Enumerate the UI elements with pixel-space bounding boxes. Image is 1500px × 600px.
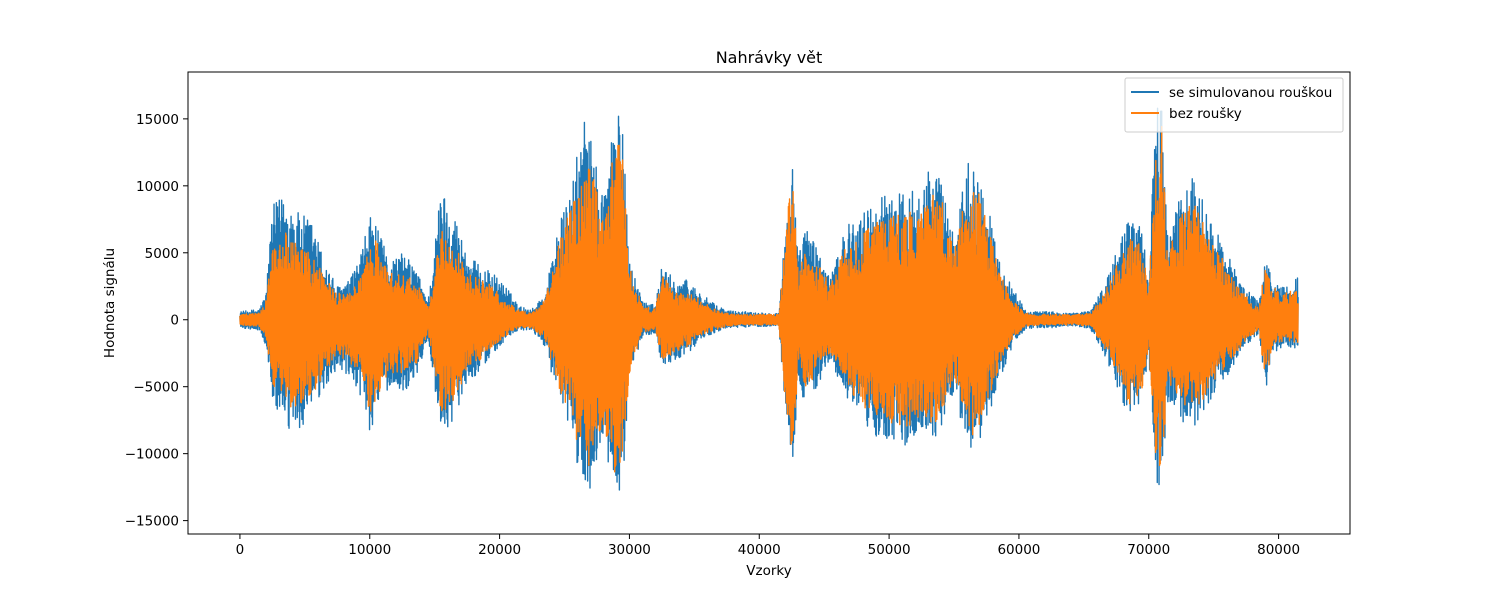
y-tick-label: −5000: [133, 380, 179, 396]
x-axis-label: Vzorky: [746, 563, 791, 579]
y-tick-label: 15000: [136, 112, 179, 128]
x-tick-label: 40000: [738, 542, 781, 558]
legend-label-series-1: se simulovanou rouškou: [1169, 85, 1332, 101]
x-tick-label: 80000: [1257, 542, 1300, 558]
series-line-2: [239, 125, 1299, 473]
legend: se simulovanou rouškou bez roušky: [1124, 77, 1344, 133]
y-tick-label: −15000: [125, 514, 179, 530]
y-axis-ticks: −15000 −10000 −5000 0 5000 10000 15000: [125, 112, 188, 530]
y-tick-label: −10000: [125, 447, 179, 463]
x-tick-label: 20000: [478, 542, 521, 558]
y-tick-label: 0: [170, 313, 179, 329]
series-line-1: [239, 107, 1299, 491]
plot-area: [239, 107, 1299, 491]
y-tick-label: 10000: [136, 179, 179, 195]
axes-frame: [187, 71, 1351, 535]
x-tick-label: 10000: [348, 542, 391, 558]
x-tick-label: 0: [236, 542, 245, 558]
chart-title: Nahrávky vět: [716, 48, 823, 67]
x-tick-label: 60000: [997, 542, 1040, 558]
x-tick-label: 70000: [1127, 542, 1170, 558]
x-tick-label: 30000: [608, 542, 651, 558]
legend-box: [1124, 77, 1344, 133]
x-tick-label: 50000: [868, 542, 911, 558]
y-tick-label: 5000: [145, 246, 179, 262]
y-axis-label: Hodnota signálu: [102, 248, 118, 358]
x-axis-ticks: 0 10000 20000 30000 40000 50000 60000 70000 8000…: [236, 534, 1300, 558]
legend-label-series-2: bez roušky: [1169, 106, 1242, 122]
